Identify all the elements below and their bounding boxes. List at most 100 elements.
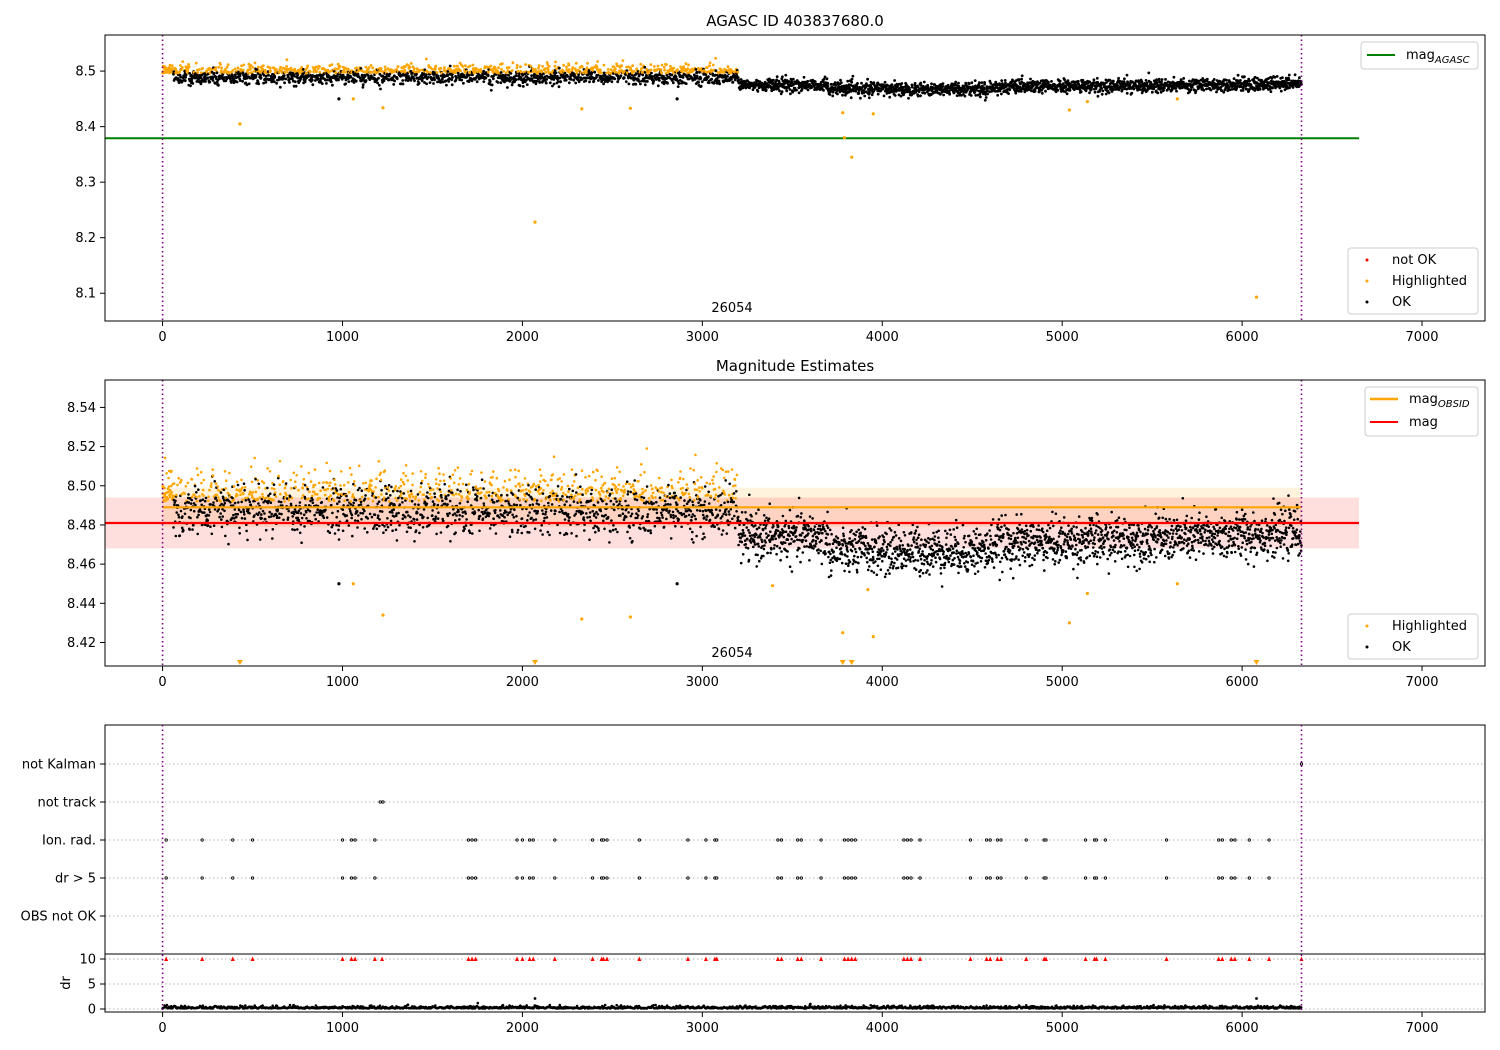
data-point — [1092, 81, 1096, 84]
data-point — [233, 517, 236, 520]
data-point — [486, 74, 490, 78]
panel2-plot-area — [105, 380, 1360, 666]
data-point — [224, 479, 228, 483]
data-point — [201, 488, 205, 492]
data-point — [456, 64, 459, 68]
data-point — [507, 66, 511, 69]
data-point — [326, 529, 330, 533]
data-point — [242, 482, 246, 486]
data-point — [283, 81, 286, 85]
data-point — [380, 493, 383, 496]
data-point — [562, 63, 565, 67]
data-point — [1163, 86, 1166, 90]
outlier-point — [351, 97, 355, 101]
data-point — [354, 79, 358, 83]
data-point — [353, 480, 356, 483]
data-point — [704, 73, 708, 76]
data-point — [613, 77, 617, 81]
data-point — [207, 499, 210, 503]
x-tick-label: 4000 — [866, 330, 899, 345]
data-point — [167, 485, 171, 488]
data-point — [263, 68, 267, 72]
data-point — [296, 73, 299, 77]
data-point — [207, 514, 211, 517]
data-point — [417, 70, 420, 74]
data-point — [978, 92, 982, 96]
data-point — [328, 484, 331, 488]
data-point — [926, 83, 930, 87]
data-point — [591, 69, 595, 72]
data-point — [312, 490, 316, 494]
data-point — [1171, 87, 1175, 90]
data-point — [257, 502, 260, 505]
data-point — [903, 91, 907, 94]
data-point — [306, 487, 310, 491]
data-point — [455, 76, 458, 80]
data-point — [186, 481, 190, 485]
data-point — [789, 77, 793, 81]
data-point — [382, 499, 386, 502]
data-point — [190, 498, 193, 502]
data-point — [251, 496, 254, 499]
data-point — [916, 85, 920, 88]
data-point — [262, 81, 265, 85]
data-point — [199, 470, 203, 474]
data-point — [954, 83, 958, 86]
data-point — [267, 73, 270, 77]
data-point — [707, 75, 710, 79]
data-point — [198, 495, 201, 498]
y-tick-label: 8.2 — [75, 231, 96, 246]
data-point — [423, 498, 426, 502]
data-point — [172, 72, 175, 76]
x-tick-label: 7000 — [1405, 330, 1438, 345]
data-point — [425, 82, 428, 86]
data-point — [1267, 81, 1271, 85]
data-point — [901, 85, 905, 89]
data-point — [758, 80, 762, 83]
data-point — [196, 515, 199, 519]
data-point — [366, 531, 369, 534]
data-point — [325, 461, 329, 465]
data-point — [393, 488, 397, 492]
data-point — [301, 72, 305, 76]
data-point — [247, 498, 250, 501]
data-point — [973, 79, 977, 82]
data-point — [522, 77, 526, 80]
data-point — [341, 529, 345, 533]
data-point — [502, 69, 506, 73]
data-point — [188, 528, 191, 531]
data-point — [1275, 75, 1279, 78]
data-point — [333, 532, 337, 535]
data-point — [1179, 78, 1183, 82]
data-point — [292, 512, 296, 516]
data-point — [426, 496, 430, 500]
data-point — [586, 61, 589, 65]
data-point — [851, 74, 855, 78]
data-point — [599, 74, 603, 78]
data-point — [452, 64, 456, 68]
data-point — [192, 523, 195, 527]
data-point — [324, 508, 327, 512]
data-point — [383, 65, 387, 69]
data-point — [201, 67, 205, 70]
data-point — [308, 509, 312, 513]
data-point — [301, 68, 305, 71]
data-point — [831, 94, 835, 98]
data-point — [293, 74, 296, 78]
data-point — [1104, 92, 1108, 96]
outlier-point — [238, 122, 242, 126]
data-point — [533, 79, 537, 83]
data-point — [244, 496, 247, 500]
data-point — [426, 516, 430, 520]
data-point — [553, 73, 557, 77]
data-point — [776, 82, 779, 86]
data-point — [862, 89, 865, 92]
data-point — [197, 513, 200, 517]
data-point — [500, 62, 504, 66]
data-point — [195, 500, 199, 503]
data-point — [219, 63, 222, 66]
data-point — [296, 528, 299, 531]
data-point — [399, 484, 403, 488]
data-point — [404, 474, 408, 478]
data-point — [402, 492, 406, 495]
